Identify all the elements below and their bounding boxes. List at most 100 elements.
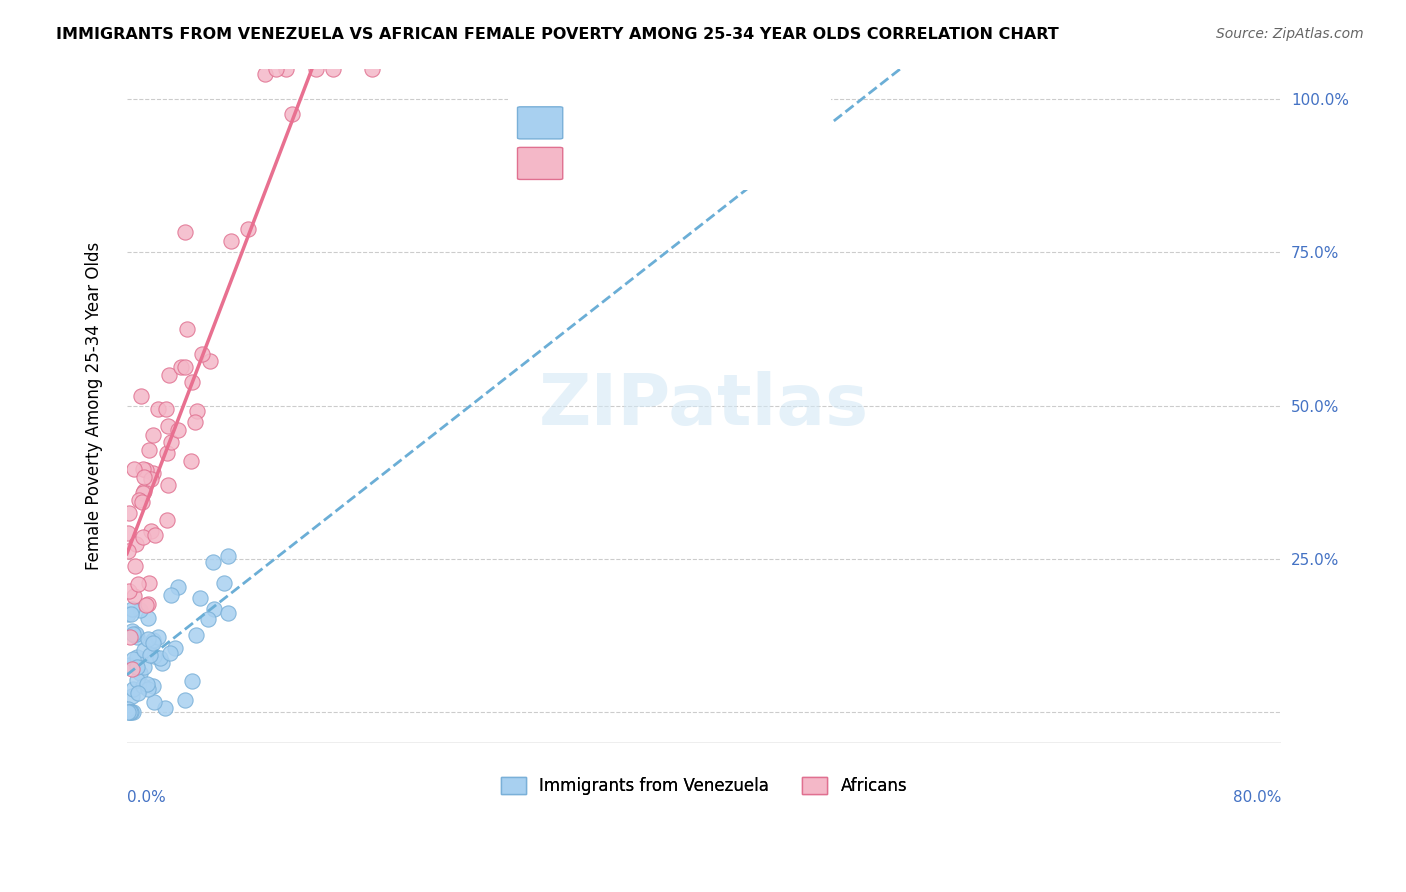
Africans [143,527,166,541]
Immigrants from Venezuela [148,630,170,644]
Africans [131,388,153,402]
Immigrants from Venezuela [143,695,166,709]
Africans [170,360,193,375]
Africans [131,495,153,509]
Immigrants from Venezuela [121,681,143,696]
Africans [181,375,204,389]
Immigrants from Venezuela [121,624,143,639]
Africans [183,415,205,429]
Africans [132,462,155,476]
Africans [219,234,242,248]
Africans [173,225,195,239]
Africans [160,434,183,449]
Immigrants from Venezuela [142,680,165,694]
Immigrants from Venezuela [129,603,152,617]
Immigrants from Venezuela [212,575,235,590]
Africans [124,589,146,603]
Immigrants from Venezuela [129,666,152,681]
Africans [305,62,328,76]
Immigrants from Venezuela [136,681,159,696]
Immigrants from Venezuela [124,626,146,640]
Immigrants from Venezuela [167,580,190,594]
Africans [173,360,195,375]
Immigrants from Venezuela [127,660,149,674]
Immigrants from Venezuela [118,705,141,719]
Africans [157,478,180,492]
Africans [180,454,202,468]
Immigrants from Venezuela [190,591,212,606]
Immigrants from Venezuela [121,627,143,641]
Africans [122,462,145,476]
Immigrants from Venezuela [125,630,148,644]
Immigrants from Venezuela [163,640,186,655]
Immigrants from Venezuela [127,649,149,664]
Immigrants from Venezuela [135,677,157,691]
Africans [125,537,148,551]
Africans [135,463,157,477]
Africans [139,524,162,539]
Africans [360,62,382,76]
Africans [118,506,141,520]
Immigrants from Venezuela [186,628,208,642]
Y-axis label: Female Poverty Among 25-34 Year Olds: Female Poverty Among 25-34 Year Olds [86,242,103,570]
Immigrants from Venezuela [117,607,139,621]
Immigrants from Venezuela [160,588,183,602]
Immigrants from Venezuela [142,636,165,650]
Africans [118,583,141,598]
Immigrants from Venezuela [174,693,197,707]
Immigrants from Venezuela [117,702,139,716]
Africans [146,402,169,417]
Immigrants from Venezuela [142,633,165,648]
Immigrants from Venezuela [136,632,159,646]
Immigrants from Venezuela [120,705,142,719]
Immigrants from Venezuela [201,555,224,569]
Africans [186,403,208,417]
Immigrants from Venezuela [152,656,174,670]
Text: Source: ZipAtlas.com: Source: ZipAtlas.com [1216,27,1364,41]
Africans [124,559,146,574]
Text: ZIPatlas: ZIPatlas [538,371,869,440]
Immigrants from Venezuela [120,607,142,622]
Africans [322,62,344,76]
Africans [155,401,177,416]
Text: IMMIGRANTS FROM VENEZUELA VS AFRICAN FEMALE POVERTY AMONG 25-34 YEAR OLDS CORREL: IMMIGRANTS FROM VENEZUELA VS AFRICAN FEM… [56,27,1059,42]
Africans [264,62,287,76]
Immigrants from Venezuela [153,700,176,714]
Africans [127,577,149,591]
Immigrants from Venezuela [134,660,156,674]
Africans [155,445,177,459]
Immigrants from Venezuela [132,642,155,657]
Immigrants from Venezuela [118,705,141,719]
Africans [117,544,139,558]
Immigrants from Venezuela [149,651,172,665]
Africans [281,107,304,121]
Africans [156,513,179,527]
Africans [157,368,180,382]
Africans [128,493,150,508]
Africans [176,322,198,336]
Africans [157,418,180,433]
Africans [139,472,162,486]
Africans [117,525,139,540]
Africans [132,484,155,499]
Legend: Immigrants from Venezuela, Africans: Immigrants from Venezuela, Africans [494,770,914,802]
Africans [236,222,259,236]
Immigrants from Venezuela [142,649,165,664]
Africans [118,630,141,644]
Africans [138,443,160,458]
Immigrants from Venezuela [217,549,239,564]
Africans [136,597,159,611]
Immigrants from Venezuela [217,606,239,620]
Africans [167,423,190,437]
Immigrants from Venezuela [122,627,145,641]
Immigrants from Venezuela [132,679,155,693]
Africans [253,67,276,81]
Immigrants from Venezuela [117,657,139,672]
Immigrants from Venezuela [121,705,143,719]
Africans [142,466,165,480]
Africans [198,353,221,368]
Africans [135,598,157,612]
Africans [138,575,160,590]
Immigrants from Venezuela [117,705,139,719]
Immigrants from Venezuela [159,646,181,660]
